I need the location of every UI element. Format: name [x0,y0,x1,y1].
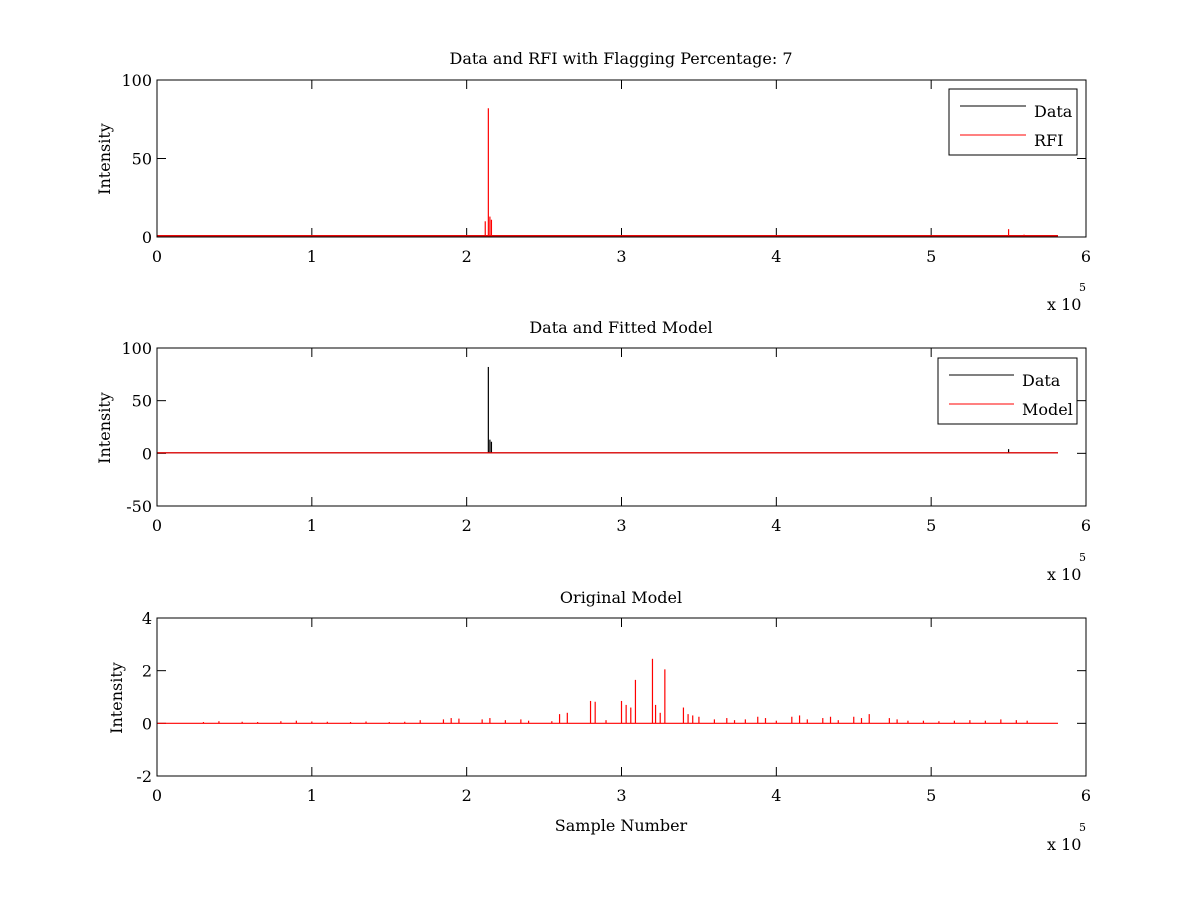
panel-model-fit-x-exponent: x 10 [1047,565,1081,584]
legend-label-data-2: Data [1022,371,1061,390]
panel-original-model-ylabel: Intensity [107,662,126,734]
panel-model-fit-x-exponent-power: 5 [1079,551,1086,564]
panel-original-model-xlabel: Sample Number [555,816,688,835]
x-tick-label: 2 [462,516,472,535]
panel-rfi-title: Data and RFI with Flagging Percentage: 7 [449,49,792,68]
panel-original-model-title: Original Model [560,588,682,607]
x-tick-label: 5 [926,516,936,535]
panel-rfi-marks [157,108,1058,237]
x-tick-label: 3 [616,247,626,266]
y-tick-label: 0 [142,444,152,463]
panel-model-fit: Data and Fitted Model Intensity 0 1 2 3 4 5 6 -… [95,318,1091,584]
x-tick-label: 1 [307,247,317,266]
legend-label-model: Model [1022,400,1073,419]
x-tick-label: 3 [616,516,626,535]
x-tick-label: 2 [462,786,472,805]
panel-model-fit-ylabel: Intensity [95,392,114,464]
panel-rfi-legend: Data RFI [948,88,1078,156]
panel-original-model: Original Model Intensity Sample Number 0… [107,588,1091,854]
y-tick-label: 50 [132,150,152,169]
x-tick-label: 0 [152,247,162,266]
panel-rfi-x-exponent: x 10 [1047,295,1081,314]
x-tick-label: 6 [1081,516,1091,535]
legend-label-data: Data [1034,102,1073,121]
panel-rfi-axes-box [156,79,1087,238]
x-tick-label: 1 [307,786,317,805]
panel-original-model-axes-box [156,617,1087,777]
legend-label-rfi: RFI [1034,131,1063,150]
panel-original-model-marks [157,658,1058,724]
y-tick-label: 50 [132,392,152,411]
x-tick-label: 5 [926,786,936,805]
panel-original-model-x-exponent: x 10 [1047,835,1081,854]
x-tick-label: 1 [307,516,317,535]
y-tick-label: -2 [136,767,152,786]
panel-model-fit-title: Data and Fitted Model [529,318,712,337]
x-tick-label: 0 [152,786,162,805]
panel-rfi-legend-box [948,88,1078,156]
x-tick-label: 4 [771,247,781,266]
x-tick-label: 6 [1081,247,1091,266]
panel-model-fit-marks [157,366,1058,454]
x-tick-label: 0 [152,516,162,535]
panel-rfi-ylabel: Intensity [95,123,114,195]
y-tick-label: 4 [142,609,152,628]
y-tick-label: 0 [142,714,152,733]
x-tick-label: 5 [926,247,936,266]
panel-rfi-x-exponent-power: 5 [1079,281,1086,294]
x-tick-label: 2 [462,247,472,266]
y-tick-label: -50 [126,497,152,516]
x-tick-label: 3 [616,786,626,805]
x-tick-label: 4 [771,786,781,805]
x-tick-label: 4 [771,516,781,535]
panel-model-fit-axes-box [156,347,1087,507]
panel-model-fit-legend: Data Model [937,357,1078,425]
y-tick-label: 100 [121,71,152,90]
panel-model-fit-legend-box [937,357,1078,425]
y-tick-label: 0 [142,228,152,247]
x-tick-label: 6 [1081,786,1091,805]
panel-original-model-x-exponent-power: 5 [1079,821,1086,834]
y-tick-label: 100 [121,339,152,358]
panel-rfi: Data and RFI with Flagging Percentage: 7… [95,49,1091,314]
y-tick-label: 2 [142,662,152,681]
